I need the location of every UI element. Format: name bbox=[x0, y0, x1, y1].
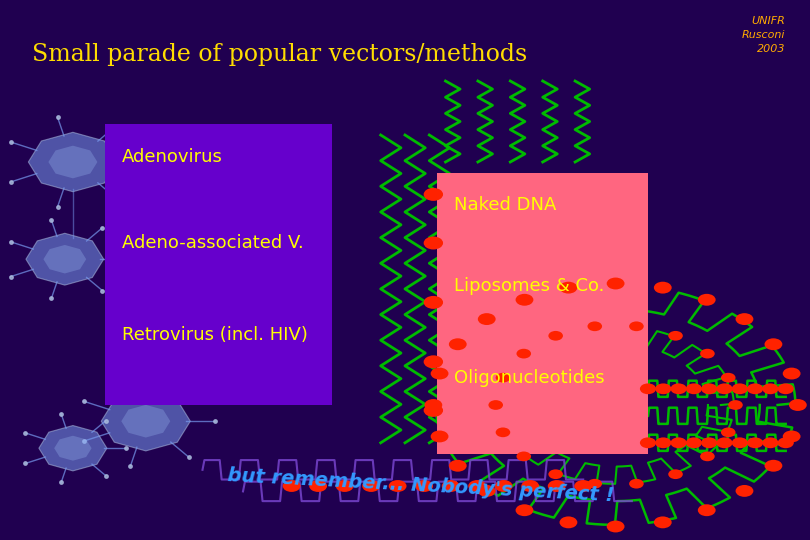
Circle shape bbox=[762, 383, 778, 394]
Circle shape bbox=[701, 383, 718, 394]
Circle shape bbox=[765, 460, 782, 472]
Circle shape bbox=[607, 521, 625, 532]
Circle shape bbox=[789, 399, 807, 411]
Circle shape bbox=[640, 383, 656, 394]
Circle shape bbox=[362, 480, 380, 492]
Circle shape bbox=[468, 480, 486, 492]
Circle shape bbox=[700, 349, 714, 359]
Circle shape bbox=[782, 368, 800, 380]
Polygon shape bbox=[44, 245, 86, 273]
Circle shape bbox=[309, 480, 327, 492]
Circle shape bbox=[716, 437, 732, 448]
Circle shape bbox=[478, 313, 496, 325]
Circle shape bbox=[654, 282, 671, 294]
Polygon shape bbox=[101, 392, 190, 451]
Circle shape bbox=[782, 430, 800, 442]
Polygon shape bbox=[28, 132, 117, 192]
Circle shape bbox=[671, 437, 687, 448]
Circle shape bbox=[335, 480, 353, 492]
Circle shape bbox=[654, 516, 671, 528]
Circle shape bbox=[283, 480, 301, 492]
Circle shape bbox=[587, 479, 602, 489]
Circle shape bbox=[424, 355, 443, 368]
Circle shape bbox=[548, 469, 563, 479]
Circle shape bbox=[517, 349, 531, 359]
Circle shape bbox=[424, 404, 443, 417]
Circle shape bbox=[700, 451, 714, 461]
Circle shape bbox=[560, 516, 578, 528]
Circle shape bbox=[778, 437, 794, 448]
Polygon shape bbox=[122, 405, 170, 437]
Circle shape bbox=[522, 480, 539, 492]
Circle shape bbox=[431, 368, 449, 380]
Circle shape bbox=[416, 480, 433, 492]
Circle shape bbox=[728, 400, 743, 410]
Text: UNIFR
Rusconi
2003: UNIFR Rusconi 2003 bbox=[742, 16, 786, 54]
Circle shape bbox=[762, 437, 778, 448]
Circle shape bbox=[424, 399, 442, 411]
Circle shape bbox=[747, 383, 763, 394]
Circle shape bbox=[697, 504, 715, 516]
FancyBboxPatch shape bbox=[105, 124, 332, 405]
Polygon shape bbox=[49, 146, 97, 178]
Circle shape bbox=[496, 373, 510, 382]
Circle shape bbox=[574, 480, 592, 492]
Circle shape bbox=[560, 282, 578, 294]
Polygon shape bbox=[39, 426, 107, 471]
Text: Naked DNA: Naked DNA bbox=[454, 196, 556, 214]
Text: Adeno-associated V.: Adeno-associated V. bbox=[122, 234, 303, 252]
Circle shape bbox=[686, 383, 702, 394]
Circle shape bbox=[548, 331, 563, 341]
Circle shape bbox=[496, 428, 510, 437]
Circle shape bbox=[721, 373, 735, 382]
Text: Retrovirus (incl. HIV): Retrovirus (incl. HIV) bbox=[122, 326, 307, 344]
Circle shape bbox=[431, 430, 449, 442]
Text: Oligonucleotides: Oligonucleotides bbox=[454, 369, 604, 387]
Circle shape bbox=[449, 460, 467, 472]
Circle shape bbox=[587, 321, 602, 331]
Circle shape bbox=[629, 479, 644, 489]
Circle shape bbox=[671, 383, 687, 394]
Circle shape bbox=[701, 437, 718, 448]
Text: Liposomes & Co.: Liposomes & Co. bbox=[454, 277, 604, 295]
Circle shape bbox=[668, 331, 683, 341]
Text: Adenovirus: Adenovirus bbox=[122, 147, 223, 166]
Circle shape bbox=[495, 480, 513, 492]
Polygon shape bbox=[26, 233, 104, 285]
Circle shape bbox=[731, 383, 748, 394]
FancyBboxPatch shape bbox=[437, 173, 648, 454]
Circle shape bbox=[441, 480, 459, 492]
Circle shape bbox=[778, 383, 794, 394]
Circle shape bbox=[735, 313, 753, 325]
Circle shape bbox=[488, 400, 503, 410]
Circle shape bbox=[517, 451, 531, 461]
Circle shape bbox=[747, 437, 763, 448]
Circle shape bbox=[731, 437, 748, 448]
Circle shape bbox=[424, 188, 443, 201]
Text: Small parade of popular vectors/methods: Small parade of popular vectors/methods bbox=[32, 43, 527, 65]
Circle shape bbox=[516, 294, 533, 306]
Circle shape bbox=[765, 338, 782, 350]
Circle shape bbox=[721, 428, 735, 437]
Circle shape bbox=[516, 504, 533, 516]
Circle shape bbox=[548, 480, 565, 492]
Text: but remember... Nobody's perfect !: but remember... Nobody's perfect ! bbox=[227, 467, 615, 505]
Circle shape bbox=[698, 294, 716, 306]
Polygon shape bbox=[54, 436, 92, 461]
Circle shape bbox=[424, 237, 443, 249]
Circle shape bbox=[640, 437, 656, 448]
Circle shape bbox=[478, 485, 496, 497]
Circle shape bbox=[607, 278, 625, 289]
Circle shape bbox=[655, 383, 671, 394]
Circle shape bbox=[389, 480, 407, 492]
Circle shape bbox=[686, 437, 702, 448]
Circle shape bbox=[716, 383, 732, 394]
Circle shape bbox=[424, 296, 443, 309]
Circle shape bbox=[629, 321, 644, 331]
Circle shape bbox=[735, 485, 753, 497]
Circle shape bbox=[655, 437, 671, 448]
Circle shape bbox=[668, 469, 683, 479]
Circle shape bbox=[449, 338, 467, 350]
